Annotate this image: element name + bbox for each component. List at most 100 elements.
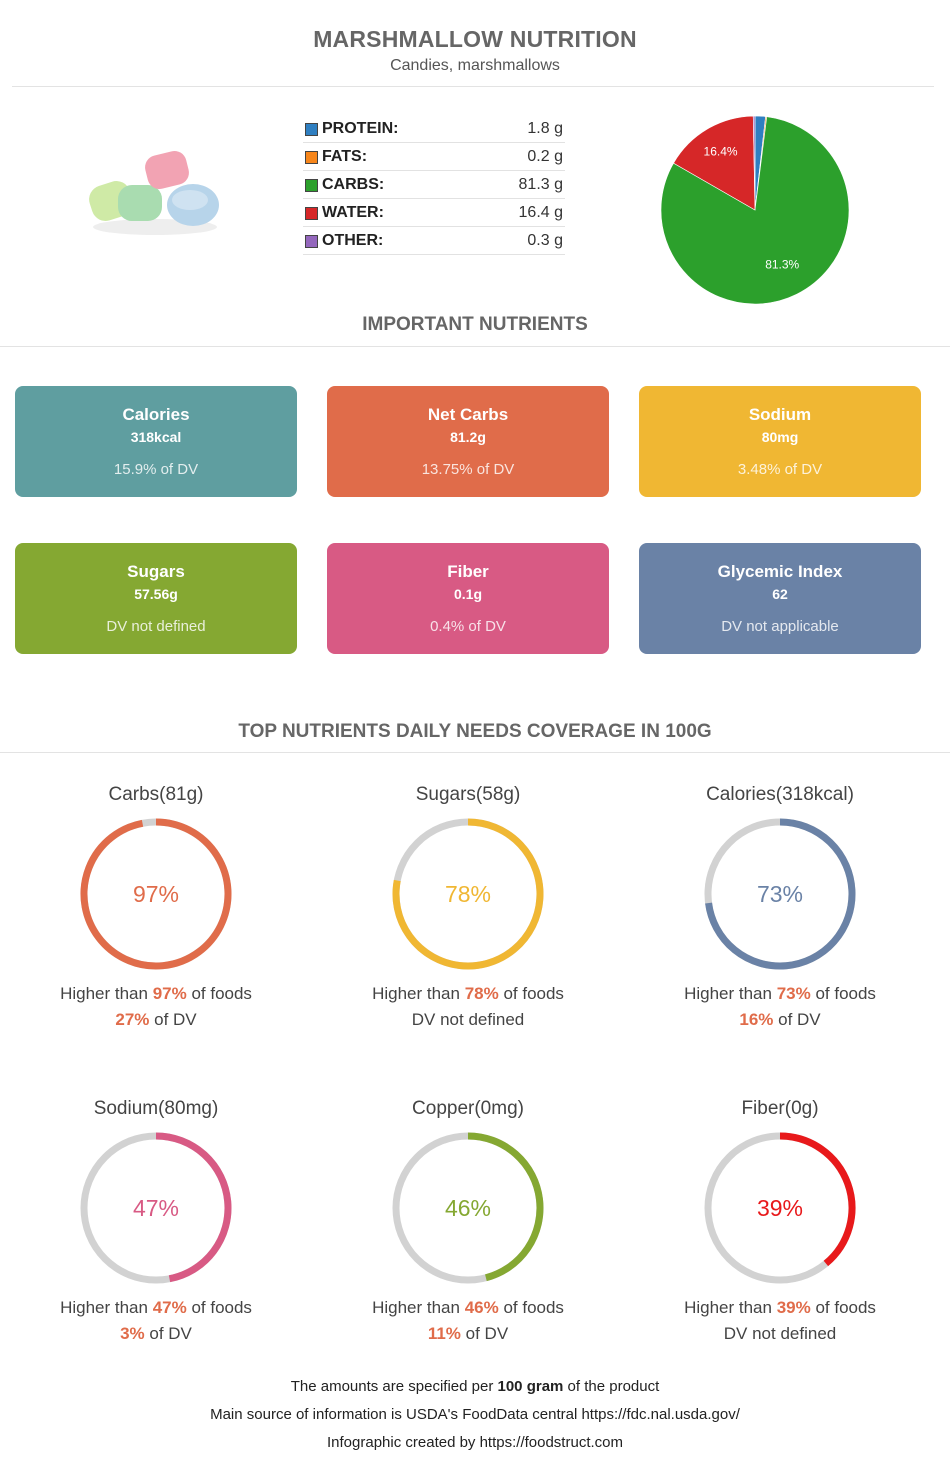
gauge-percent: 73% (757, 881, 803, 907)
gauge-copper: Copper(0mg) 46% Higher than 46% of foods… (318, 1098, 618, 1368)
gauge-ring: 73% (704, 818, 856, 970)
gauge-higher-than: Higher than 47% of foods (6, 1298, 306, 1318)
card-dv: 13.75% of DV (421, 461, 515, 478)
card-amount: 0.1g (453, 586, 482, 602)
gauge-label: Calories(318kcal) (706, 784, 854, 805)
pie-slice-other (752, 115, 756, 211)
macro-value: 0.3 g (527, 232, 563, 249)
pie-label-water: 16.4% (704, 145, 738, 159)
card-name: Calories (122, 405, 190, 424)
gauge-dv: 16% of DV (630, 1010, 930, 1030)
higher-suffix: of foods (498, 1298, 564, 1317)
gauge-dv: 3% of DV (6, 1324, 306, 1344)
dv-suffix: DV not defined (411, 1010, 525, 1029)
gauge-ring: 78% (392, 818, 544, 970)
card-amount: 57.56g (134, 586, 178, 602)
macro-pie-chart: 81.3% 16.4% (660, 115, 850, 305)
higher-suffix: of foods (810, 1298, 876, 1317)
other-swatch (305, 235, 318, 248)
card-dv: DV not applicable (721, 618, 839, 635)
higher-value: 46% (464, 1298, 499, 1317)
higher-prefix: Higher than (684, 1298, 777, 1317)
macro-row-protein: PROTEIN: 1.8 g (303, 115, 565, 143)
macro-label: FATS: (322, 148, 368, 165)
gauge-higher-than: Higher than 97% of foods (6, 984, 306, 1004)
card-name: Net Carbs (427, 405, 509, 424)
gauge-label: Carbs(81g) (108, 784, 204, 805)
card-amount: 80mg (761, 429, 799, 445)
footer-credit: Infographic created by https://foodstruc… (327, 1434, 623, 1451)
macro-label: PROTEIN: (322, 120, 399, 137)
dv-value: 16% (739, 1010, 774, 1029)
gauge-percent: 39% (757, 1195, 803, 1221)
page-subtitle: Candies, marshmallows (390, 57, 560, 74)
divider (12, 86, 934, 87)
macro-value: 16.4 g (518, 204, 563, 221)
footer-text: of the product (563, 1378, 660, 1395)
macro-table: PROTEIN: 1.8 g FATS: 0.2 g CARBS: 81.3 g… (303, 115, 565, 255)
dv-value: 11% (427, 1324, 461, 1343)
higher-suffix: of foods (186, 984, 252, 1003)
higher-value: 73% (776, 984, 811, 1003)
gauge-ring: 46% (392, 1132, 544, 1284)
higher-prefix: Higher than (60, 1298, 153, 1317)
macro-value: 0.2 g (527, 148, 563, 165)
card-amount: 318kcal (130, 429, 182, 445)
macro-row-carbs: CARBS: 81.3 g (303, 171, 565, 199)
card-sugars: Sugars 57.56g DV not defined (15, 543, 297, 654)
macro-label: OTHER: (322, 232, 384, 249)
gauge-sodium: Sodium(80mg) 47% Higher than 47% of food… (6, 1098, 306, 1368)
divider (0, 346, 950, 347)
gauge-label: Fiber(0g) (741, 1098, 819, 1119)
macro-row-other: OTHER: 0.3 g (303, 227, 565, 255)
divider (0, 752, 950, 753)
gauge-arc (467, 1132, 544, 1282)
card-name: Fiber (447, 562, 489, 581)
gauge-arc (779, 1132, 856, 1267)
higher-value: 39% (776, 1298, 811, 1317)
footer-amounts-note: The amounts are specified per 100 gram o… (0, 1378, 950, 1395)
dv-suffix: of DV (773, 1010, 821, 1029)
card-net-carbs: Net Carbs 81.2g 13.75% of DV (327, 386, 609, 497)
dv-suffix: of DV (144, 1324, 192, 1343)
page-title: MARSHMALLOW NUTRITION (313, 26, 637, 52)
card-dv: 3.48% of DV (737, 461, 823, 478)
card-name: Sodium (748, 405, 812, 424)
gauge-ring: 39% (704, 1132, 856, 1284)
pie-label-carbs: 81.3% (765, 258, 799, 272)
gauge-arc (705, 818, 856, 970)
gauge-higher-than: Higher than 78% of foods (318, 984, 618, 1004)
card-glycemic-index: Glycemic Index 62 DV not applicable (639, 543, 921, 654)
gauge-dv: 11% of DV (318, 1324, 618, 1344)
footer-source: Main source of information is USDA's Foo… (210, 1406, 740, 1423)
higher-prefix: Higher than (684, 984, 777, 1003)
gauge-label: Copper(0mg) (412, 1098, 524, 1119)
water-swatch (305, 207, 318, 220)
card-dv: 15.9% of DV (113, 461, 199, 478)
gauge-ring: 47% (80, 1132, 232, 1284)
higher-value: 78% (464, 984, 499, 1003)
carbs-swatch (305, 179, 318, 192)
card-amount: 81.2g (450, 429, 486, 445)
higher-suffix: of foods (810, 984, 876, 1003)
higher-value: 97% (152, 984, 187, 1003)
gauge-percent: 46% (445, 1195, 491, 1221)
gauge-higher-than: Higher than 46% of foods (318, 1298, 618, 1318)
higher-prefix: Higher than (372, 984, 465, 1003)
card-name: Glycemic Index (717, 562, 843, 581)
card-calories: Calories 318kcal 15.9% of DV (15, 386, 297, 497)
gauge-arc (80, 818, 232, 970)
card-fiber: Fiber 0.1g 0.4% of DV (327, 543, 609, 654)
dv-suffix: of DV (149, 1010, 197, 1029)
protein-swatch (305, 123, 318, 136)
gauge-label: Sugars(58g) (415, 784, 521, 805)
gauge-percent: 47% (133, 1195, 179, 1221)
higher-value: 47% (152, 1298, 187, 1317)
gauge-higher-than: Higher than 73% of foods (630, 984, 930, 1004)
gauge-ring: 97% (80, 818, 232, 970)
gauge-calories: Calories(318kcal) 73% Higher than 73% of… (630, 784, 930, 1054)
dv-value: 3% (120, 1324, 145, 1343)
coverage-title: TOP NUTRIENTS DAILY NEEDS COVERAGE IN 10… (238, 721, 712, 742)
dv-value: 27% (115, 1010, 150, 1029)
dv-suffix: DV not defined (723, 1324, 837, 1343)
